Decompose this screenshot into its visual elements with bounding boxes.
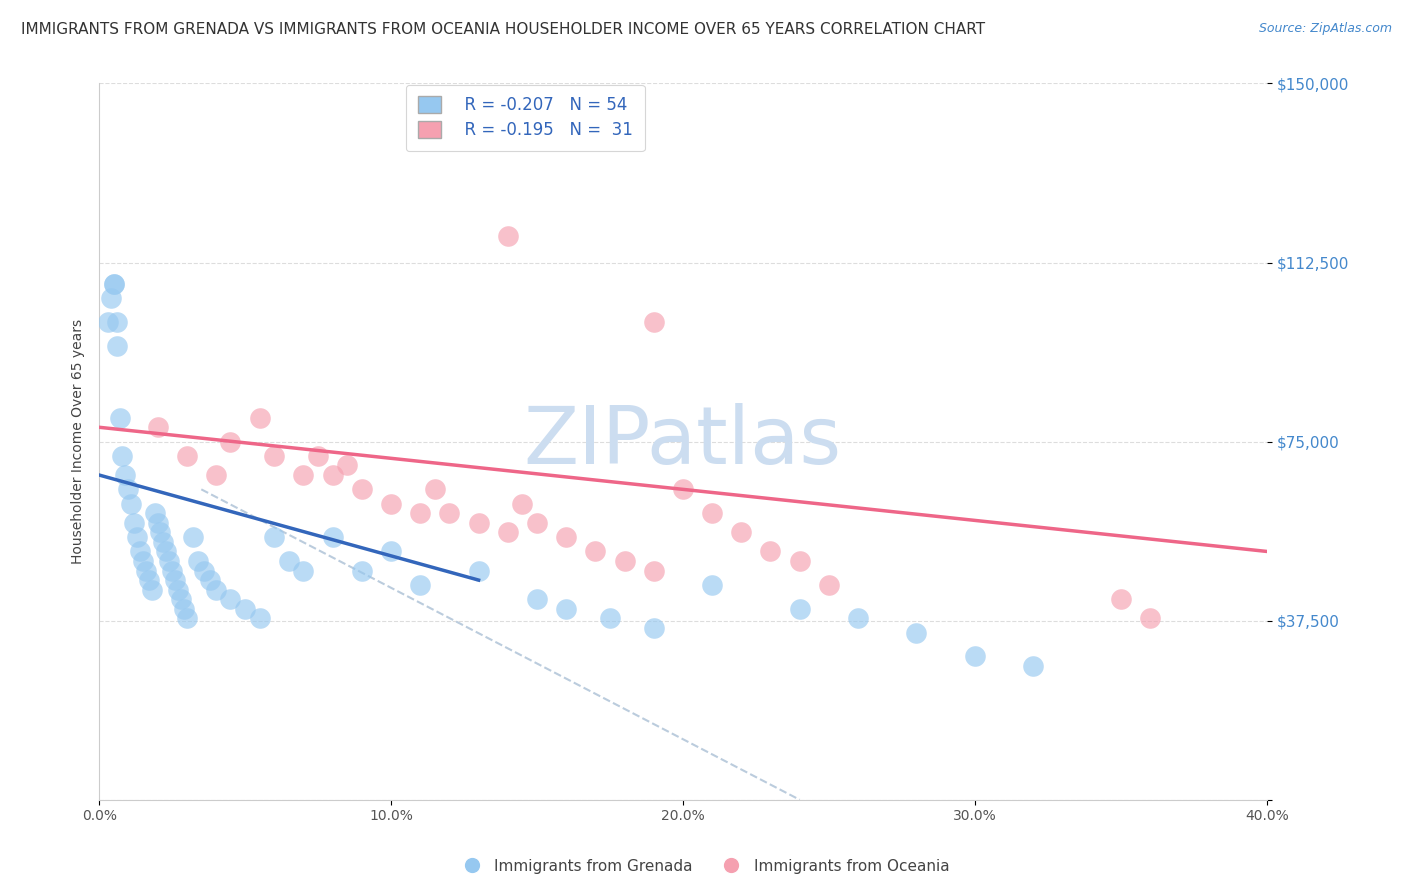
Point — [818, 578, 841, 592]
Point — [643, 621, 665, 635]
Point — [350, 564, 373, 578]
Point — [263, 449, 285, 463]
Point — [526, 516, 548, 530]
Point — [129, 544, 152, 558]
Point — [152, 534, 174, 549]
Point — [176, 449, 198, 463]
Point — [219, 592, 242, 607]
Point — [120, 497, 142, 511]
Legend:   R = -0.207   N = 54,   R = -0.195   N =  31: R = -0.207 N = 54, R = -0.195 N = 31 — [406, 85, 645, 151]
Point — [555, 601, 578, 615]
Point — [263, 530, 285, 544]
Point — [467, 564, 489, 578]
Point — [583, 544, 606, 558]
Point — [97, 315, 120, 329]
Point — [846, 611, 869, 625]
Point — [100, 291, 122, 305]
Point — [496, 229, 519, 244]
Point — [1022, 659, 1045, 673]
Point — [249, 410, 271, 425]
Point — [730, 525, 752, 540]
Point — [233, 601, 256, 615]
Point — [163, 573, 186, 587]
Point — [643, 564, 665, 578]
Point — [423, 483, 446, 497]
Point — [613, 554, 636, 568]
Point — [160, 564, 183, 578]
Text: IMMIGRANTS FROM GRENADA VS IMMIGRANTS FROM OCEANIA HOUSEHOLDER INCOME OVER 65 YE: IMMIGRANTS FROM GRENADA VS IMMIGRANTS FR… — [21, 22, 986, 37]
Point — [599, 611, 621, 625]
Point — [336, 458, 359, 473]
Point — [322, 530, 344, 544]
Point — [117, 483, 139, 497]
Point — [103, 277, 125, 291]
Point — [219, 434, 242, 449]
Point — [149, 525, 172, 540]
Point — [125, 530, 148, 544]
Point — [292, 468, 315, 483]
Point — [759, 544, 782, 558]
Point — [672, 483, 695, 497]
Text: Source: ZipAtlas.com: Source: ZipAtlas.com — [1258, 22, 1392, 36]
Point — [512, 497, 534, 511]
Point — [138, 573, 160, 587]
Point — [700, 578, 723, 592]
Point — [1139, 611, 1161, 625]
Point — [380, 497, 402, 511]
Point — [643, 315, 665, 329]
Text: ZIPatlas: ZIPatlas — [524, 402, 842, 481]
Point — [350, 483, 373, 497]
Point — [322, 468, 344, 483]
Point — [105, 315, 128, 329]
Point — [181, 530, 204, 544]
Point — [307, 449, 329, 463]
Point — [114, 468, 136, 483]
Point — [789, 601, 811, 615]
Legend: Immigrants from Grenada, Immigrants from Oceania: Immigrants from Grenada, Immigrants from… — [450, 853, 956, 880]
Point — [277, 554, 299, 568]
Point — [380, 544, 402, 558]
Point — [122, 516, 145, 530]
Point — [193, 564, 215, 578]
Point — [157, 554, 180, 568]
Point — [141, 582, 163, 597]
Point — [187, 554, 209, 568]
Point — [292, 564, 315, 578]
Point — [103, 277, 125, 291]
Point — [526, 592, 548, 607]
Point — [105, 339, 128, 353]
Point — [198, 573, 221, 587]
Point — [173, 601, 195, 615]
Point — [132, 554, 155, 568]
Point — [249, 611, 271, 625]
Point — [167, 582, 190, 597]
Point — [108, 410, 131, 425]
Point — [155, 544, 177, 558]
Point — [135, 564, 157, 578]
Point — [205, 582, 228, 597]
Point — [439, 506, 461, 520]
Point — [700, 506, 723, 520]
Point — [789, 554, 811, 568]
Point — [496, 525, 519, 540]
Point — [555, 530, 578, 544]
Point — [170, 592, 193, 607]
Point — [963, 649, 986, 664]
Point — [143, 506, 166, 520]
Point — [176, 611, 198, 625]
Point — [1109, 592, 1132, 607]
Y-axis label: Householder Income Over 65 years: Householder Income Over 65 years — [72, 319, 86, 564]
Point — [205, 468, 228, 483]
Point — [146, 516, 169, 530]
Point — [111, 449, 134, 463]
Point — [146, 420, 169, 434]
Point — [905, 625, 928, 640]
Point — [409, 506, 432, 520]
Point — [467, 516, 489, 530]
Point — [409, 578, 432, 592]
